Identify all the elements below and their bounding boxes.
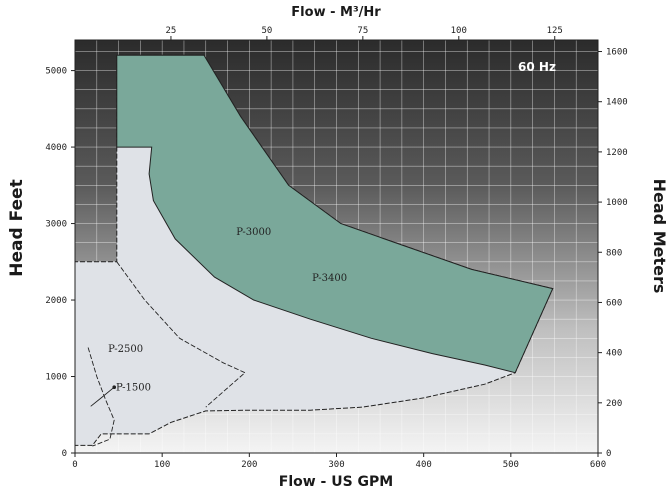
x-tick-label: 100 (154, 460, 170, 470)
x2-tick-label: 75 (357, 26, 368, 36)
y-tick-label: 5000 (45, 67, 67, 77)
x-tick-label: 200 (241, 460, 257, 470)
y-tick-label: 0 (62, 449, 67, 459)
x2-tick-label: 25 (166, 26, 177, 36)
x-tick-label: 500 (503, 460, 519, 470)
y2-tick-label: 0 (606, 449, 611, 459)
p-1500-pointer-dot (112, 385, 117, 390)
frequency-badge: 60 Hz (518, 60, 556, 74)
x2-tick-label: 50 (261, 26, 272, 36)
region-p-2500 (116, 261, 246, 408)
x2-axis-title: Flow - M³/Hr (291, 5, 381, 20)
x-tick-label: 300 (328, 460, 344, 470)
regions (74, 54, 554, 447)
y-tick-label: 1000 (45, 373, 67, 383)
x-tick-label: 400 (416, 460, 432, 470)
y2-axis-title: Head Meters (650, 179, 667, 294)
y2-tick-label: 200 (606, 399, 622, 409)
y2-ticks: 0 200 400 600 800 1000 1200 1400 1600 (598, 48, 628, 459)
region-label-p-3000: P-3000 (236, 227, 271, 238)
x-ticks: 0 100 200 300 400 500 600 (72, 453, 606, 470)
p-1500-pointer (90, 386, 115, 407)
y2-tick-label: 1400 (606, 98, 628, 108)
region-label-p-1500: P-1500 (116, 382, 151, 393)
x2-tick-label: 125 (547, 26, 563, 36)
region-label-p-3400: P-3400 (312, 273, 347, 284)
y2-tick-label: 800 (606, 248, 622, 258)
y2-tick-label: 1000 (606, 198, 628, 208)
region-p-3400 (116, 54, 554, 374)
y-tick-label: 4000 (45, 143, 67, 153)
x-tick-label: 600 (590, 460, 606, 470)
y2-tick-label: 600 (606, 298, 622, 308)
x-tick-label: 0 (72, 460, 77, 470)
y-tick-label: 3000 (45, 220, 67, 230)
region-labels: P-3000 P-3400 P-2500 P-1500 (108, 227, 347, 393)
x-axis-title: Flow - US GPM (279, 474, 393, 490)
y2-tick-label: 400 (606, 349, 622, 359)
y-axis-title: Head Feet (7, 179, 27, 276)
region-p-1500 (87, 347, 115, 447)
y2-tick-label: 1200 (606, 148, 628, 158)
y-tick-label: 2000 (45, 296, 67, 306)
y2-tick-label: 1600 (606, 48, 628, 58)
x2-ticks: 25 50 75 100 125 (166, 26, 563, 40)
x2-tick-label: 100 (451, 26, 467, 36)
y-ticks: 0 1000 2000 3000 4000 5000 (45, 67, 75, 459)
region-label-p-2500: P-2500 (108, 344, 143, 355)
